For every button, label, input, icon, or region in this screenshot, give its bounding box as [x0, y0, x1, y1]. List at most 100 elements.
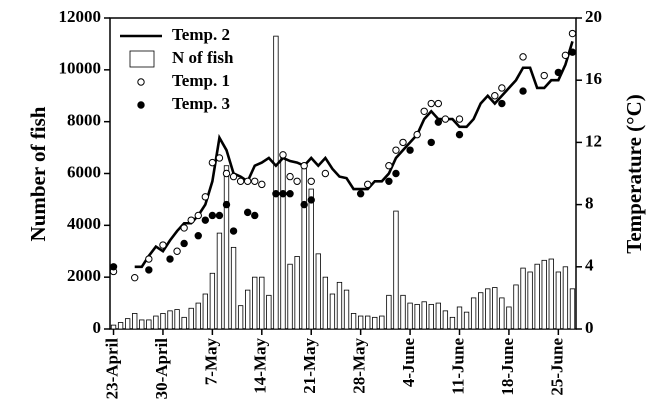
- bar: [146, 319, 152, 330]
- x-tick-label: 18-June: [498, 338, 517, 396]
- bar: [478, 292, 484, 330]
- point: [420, 107, 428, 116]
- bar: [463, 311, 470, 330]
- point: [173, 247, 181, 255]
- x-tick-label: 25-June: [547, 338, 566, 396]
- point: [208, 211, 217, 220]
- point: [159, 241, 167, 249]
- bar: [160, 313, 166, 330]
- bar: [386, 294, 392, 330]
- bar: [343, 289, 350, 330]
- bar: [216, 232, 223, 330]
- point: [272, 190, 280, 198]
- bar: [350, 313, 357, 330]
- bar: [174, 309, 180, 330]
- legend-text: N of fish: [172, 48, 234, 67]
- bar: [435, 302, 441, 330]
- bar: [357, 315, 364, 330]
- bar: [237, 305, 244, 330]
- point: [243, 177, 252, 185]
- bar: [132, 313, 138, 330]
- point: [201, 193, 210, 201]
- bar: [442, 310, 449, 330]
- point: [455, 115, 464, 123]
- bar: [124, 318, 131, 330]
- bar: [428, 303, 434, 330]
- point: [406, 146, 414, 154]
- point: [293, 177, 301, 185]
- y-tick-label: 6000: [67, 162, 101, 181]
- point: [279, 151, 287, 159]
- y-tick-label: 8000: [67, 111, 101, 130]
- bar: [562, 266, 569, 330]
- bar: [195, 302, 201, 330]
- bar: [485, 288, 491, 330]
- bar: [555, 271, 562, 330]
- point: [251, 211, 259, 220]
- point: [413, 130, 421, 139]
- legend-text: Temp. 1: [172, 71, 230, 90]
- point: [307, 196, 315, 204]
- point: [236, 177, 245, 185]
- point: [187, 216, 195, 224]
- bar: [117, 322, 124, 330]
- y2-axis-title: Temperature (°C): [622, 94, 646, 253]
- point: [554, 68, 563, 77]
- point: [208, 158, 217, 167]
- point: [180, 224, 188, 232]
- bar: [365, 315, 371, 330]
- bar: [230, 246, 237, 330]
- x-tick-label: 7-May: [201, 338, 220, 386]
- bar: [449, 316, 456, 330]
- point: [364, 180, 372, 189]
- x-tick-label: 23-April: [102, 338, 121, 400]
- point: [356, 190, 365, 198]
- point: [399, 138, 407, 147]
- bar: [167, 310, 173, 330]
- legend-swatch: [137, 101, 145, 109]
- bar: [139, 319, 145, 330]
- point: [243, 208, 252, 217]
- point: [441, 115, 450, 123]
- x-tick-label: 14-May: [251, 338, 270, 394]
- y-tick-label: 0: [93, 318, 102, 337]
- y-tick-label: 10000: [59, 59, 102, 78]
- point: [519, 87, 527, 95]
- bar: [280, 154, 286, 330]
- point: [229, 172, 238, 181]
- point: [194, 211, 202, 220]
- point: [180, 239, 188, 248]
- point: [434, 118, 443, 126]
- point: [540, 71, 548, 80]
- point: [222, 169, 231, 178]
- bar: [273, 35, 279, 330]
- bar: [499, 297, 505, 330]
- point: [286, 190, 294, 198]
- bar: [470, 297, 477, 330]
- bar: [520, 267, 526, 330]
- y-tick-label: 2000: [67, 266, 101, 285]
- bar: [492, 287, 498, 330]
- bar: [393, 210, 399, 330]
- point: [109, 263, 118, 271]
- y2-tick-label: 8: [585, 194, 594, 213]
- bar: [287, 263, 293, 330]
- point: [194, 232, 202, 240]
- point: [286, 172, 294, 181]
- point: [145, 266, 153, 274]
- point: [145, 255, 153, 263]
- point: [131, 273, 139, 282]
- bar: [414, 303, 420, 330]
- bar: [548, 258, 554, 330]
- point: [279, 190, 287, 198]
- point: [455, 130, 464, 139]
- bar: [181, 316, 187, 330]
- bar: [294, 256, 300, 330]
- point: [251, 177, 259, 185]
- bar: [315, 253, 321, 330]
- point: [215, 211, 224, 220]
- point: [300, 200, 308, 209]
- point: [568, 29, 577, 38]
- bar: [372, 316, 378, 330]
